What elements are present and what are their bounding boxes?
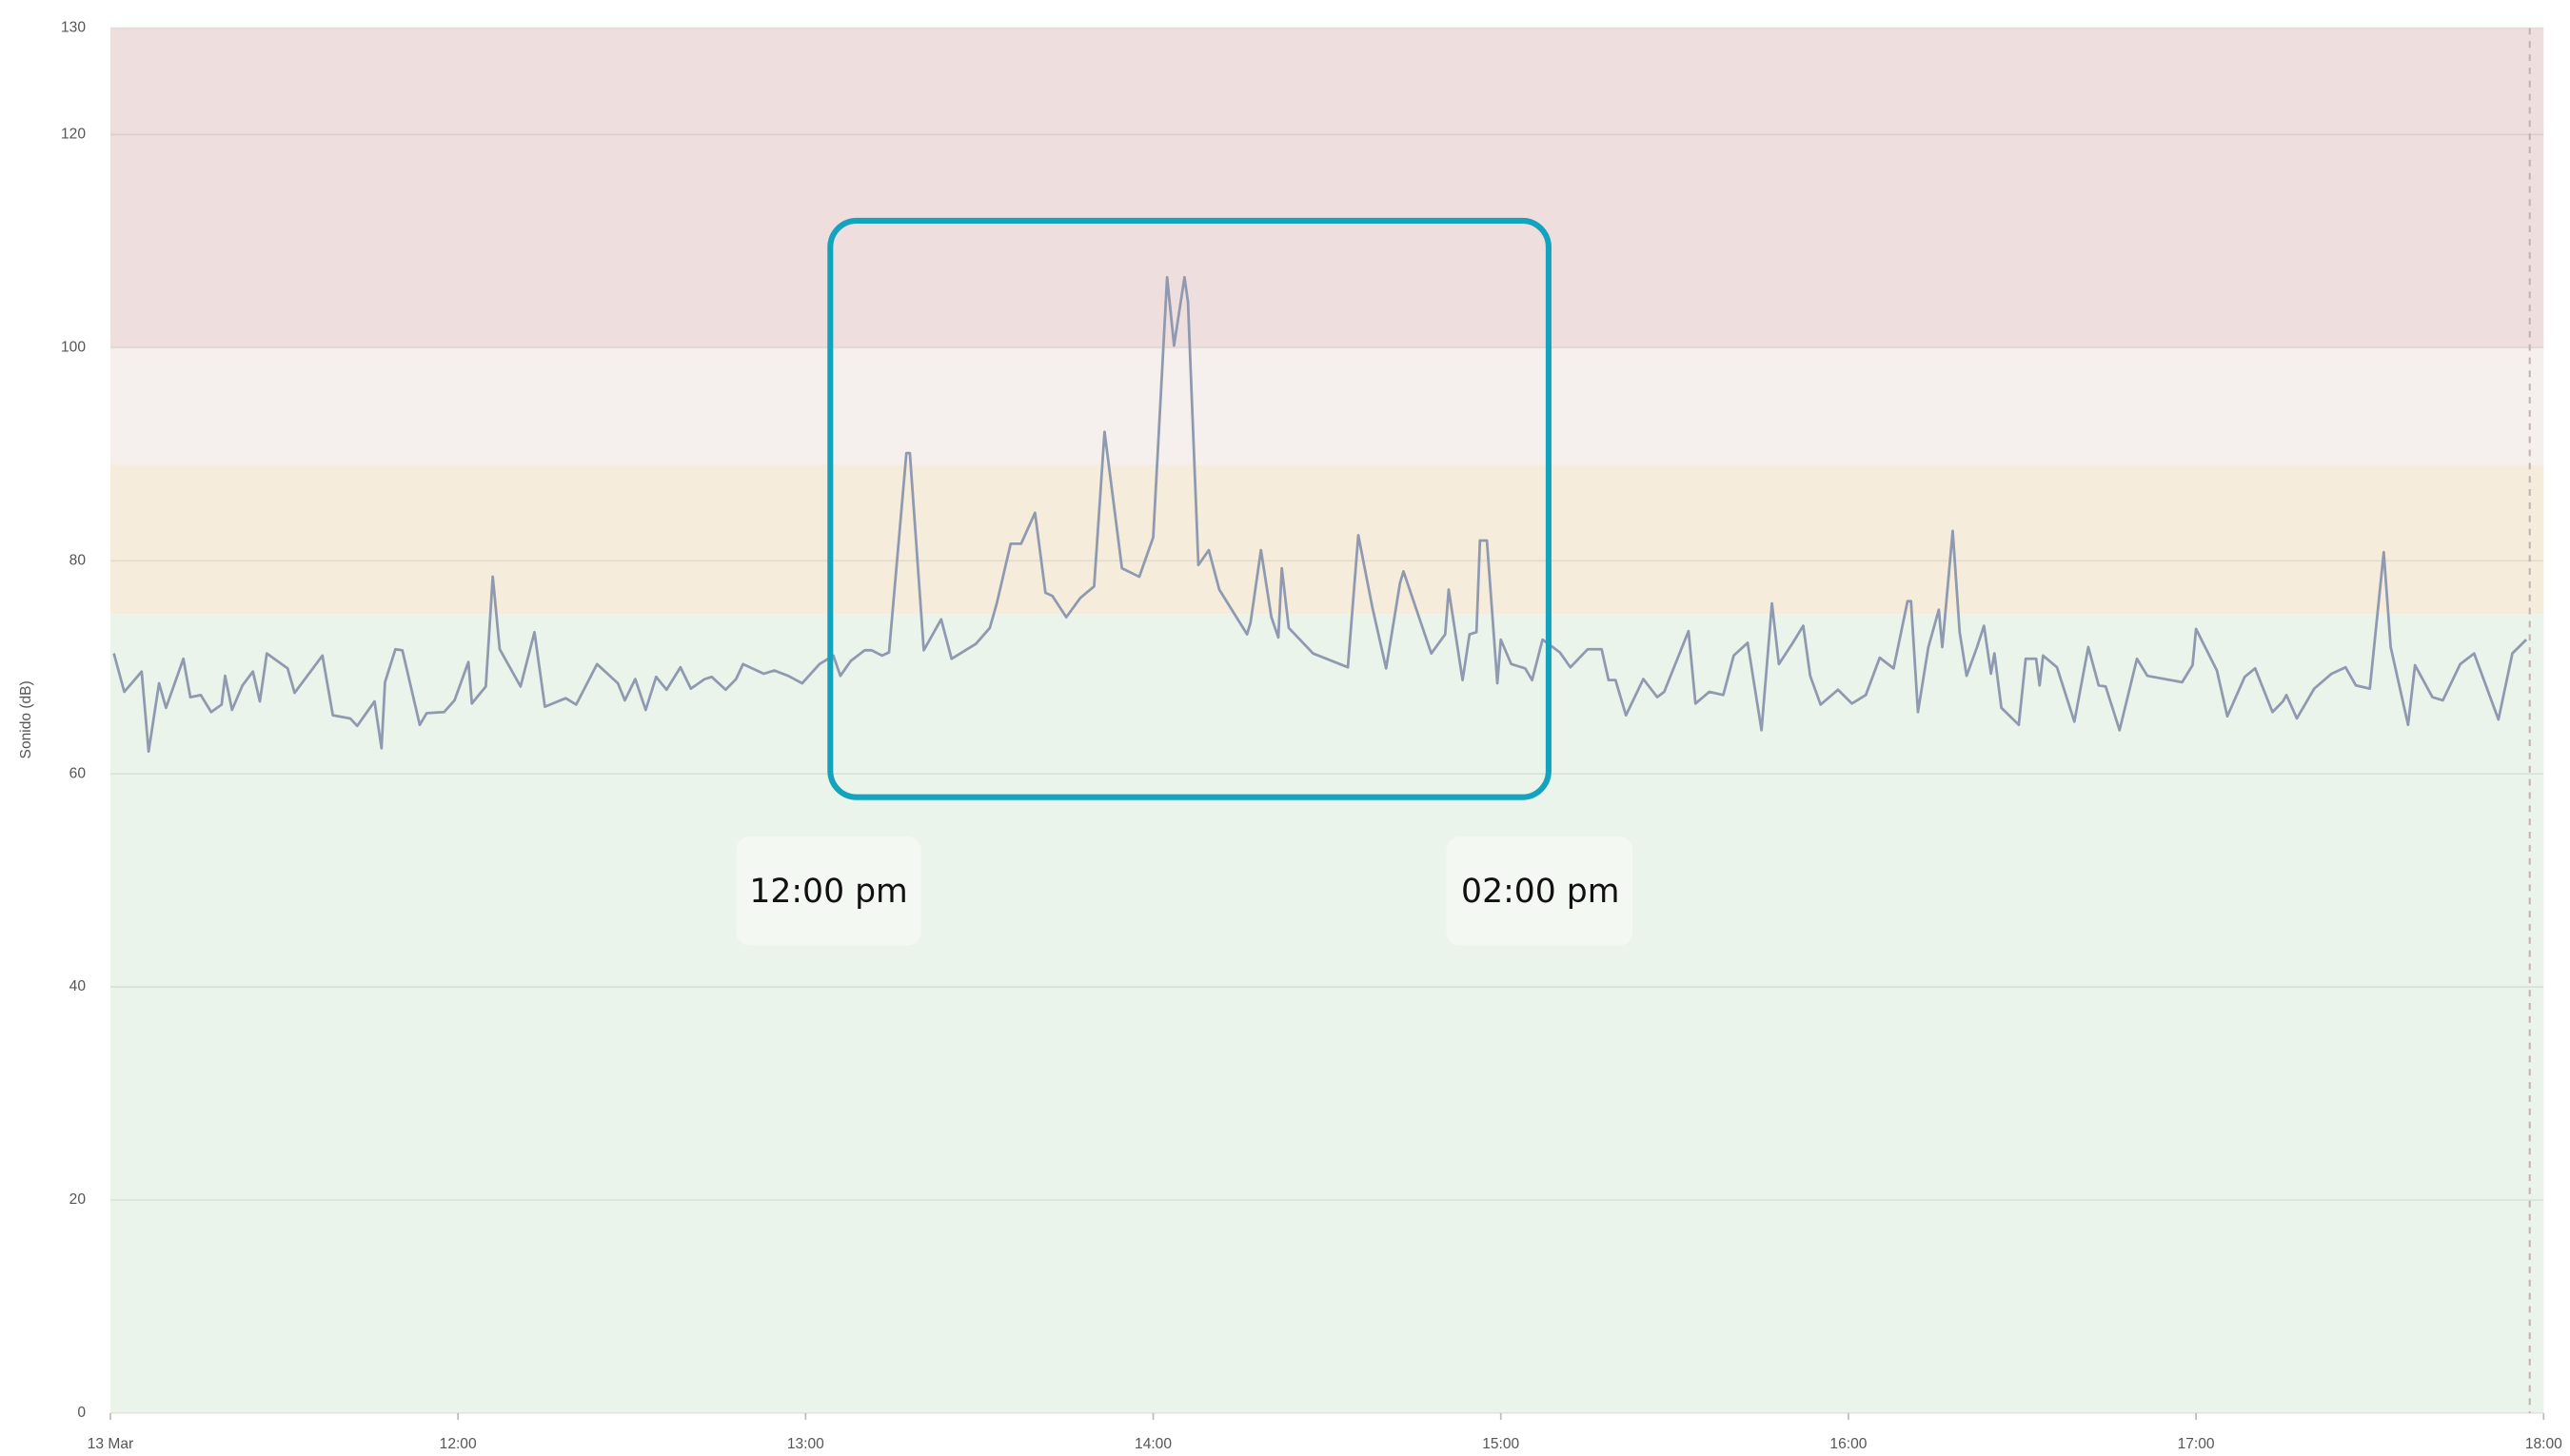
y-tick-label: 130 bbox=[61, 20, 86, 36]
y-tick-label: 0 bbox=[77, 1405, 86, 1421]
plot bbox=[112, 276, 2528, 754]
annotation-box bbox=[736, 836, 921, 946]
band bbox=[109, 347, 2544, 465]
annotation: 12:00 pm bbox=[749, 873, 907, 911]
x-tick-label: 14:00 bbox=[1135, 1436, 1172, 1452]
band bbox=[109, 464, 2544, 615]
x-tick-label: 15:00 bbox=[1482, 1436, 1519, 1452]
annotation: 02:00 pm bbox=[1461, 873, 1619, 911]
x-tick-label: 13 Mar bbox=[88, 1436, 133, 1452]
x-tick-label: 18:00 bbox=[2525, 1436, 2562, 1452]
annotation-box bbox=[1446, 836, 1633, 946]
y-tick-label: 40 bbox=[69, 978, 87, 994]
x-tick-label: 12:00 bbox=[440, 1436, 477, 1452]
bands bbox=[109, 28, 2544, 1413]
x-tick-label: 16:00 bbox=[1829, 1436, 1867, 1452]
x-tick-label: 17:00 bbox=[2178, 1436, 2215, 1452]
y-tick-label: 60 bbox=[69, 765, 87, 781]
y-tick-label: 120 bbox=[61, 126, 86, 142]
x-tick-label: 13:00 bbox=[787, 1436, 824, 1452]
band bbox=[109, 614, 2544, 1413]
y-axis-label: Sonido (dB) bbox=[18, 680, 34, 758]
y-tick-label: 20 bbox=[69, 1191, 87, 1208]
y-tick-label: 100 bbox=[61, 339, 86, 355]
highlight-box bbox=[827, 217, 1552, 800]
data-line bbox=[112, 276, 2528, 754]
band bbox=[109, 28, 2544, 348]
grid bbox=[109, 27, 2545, 1420]
y-tick-label: 80 bbox=[69, 552, 87, 568]
